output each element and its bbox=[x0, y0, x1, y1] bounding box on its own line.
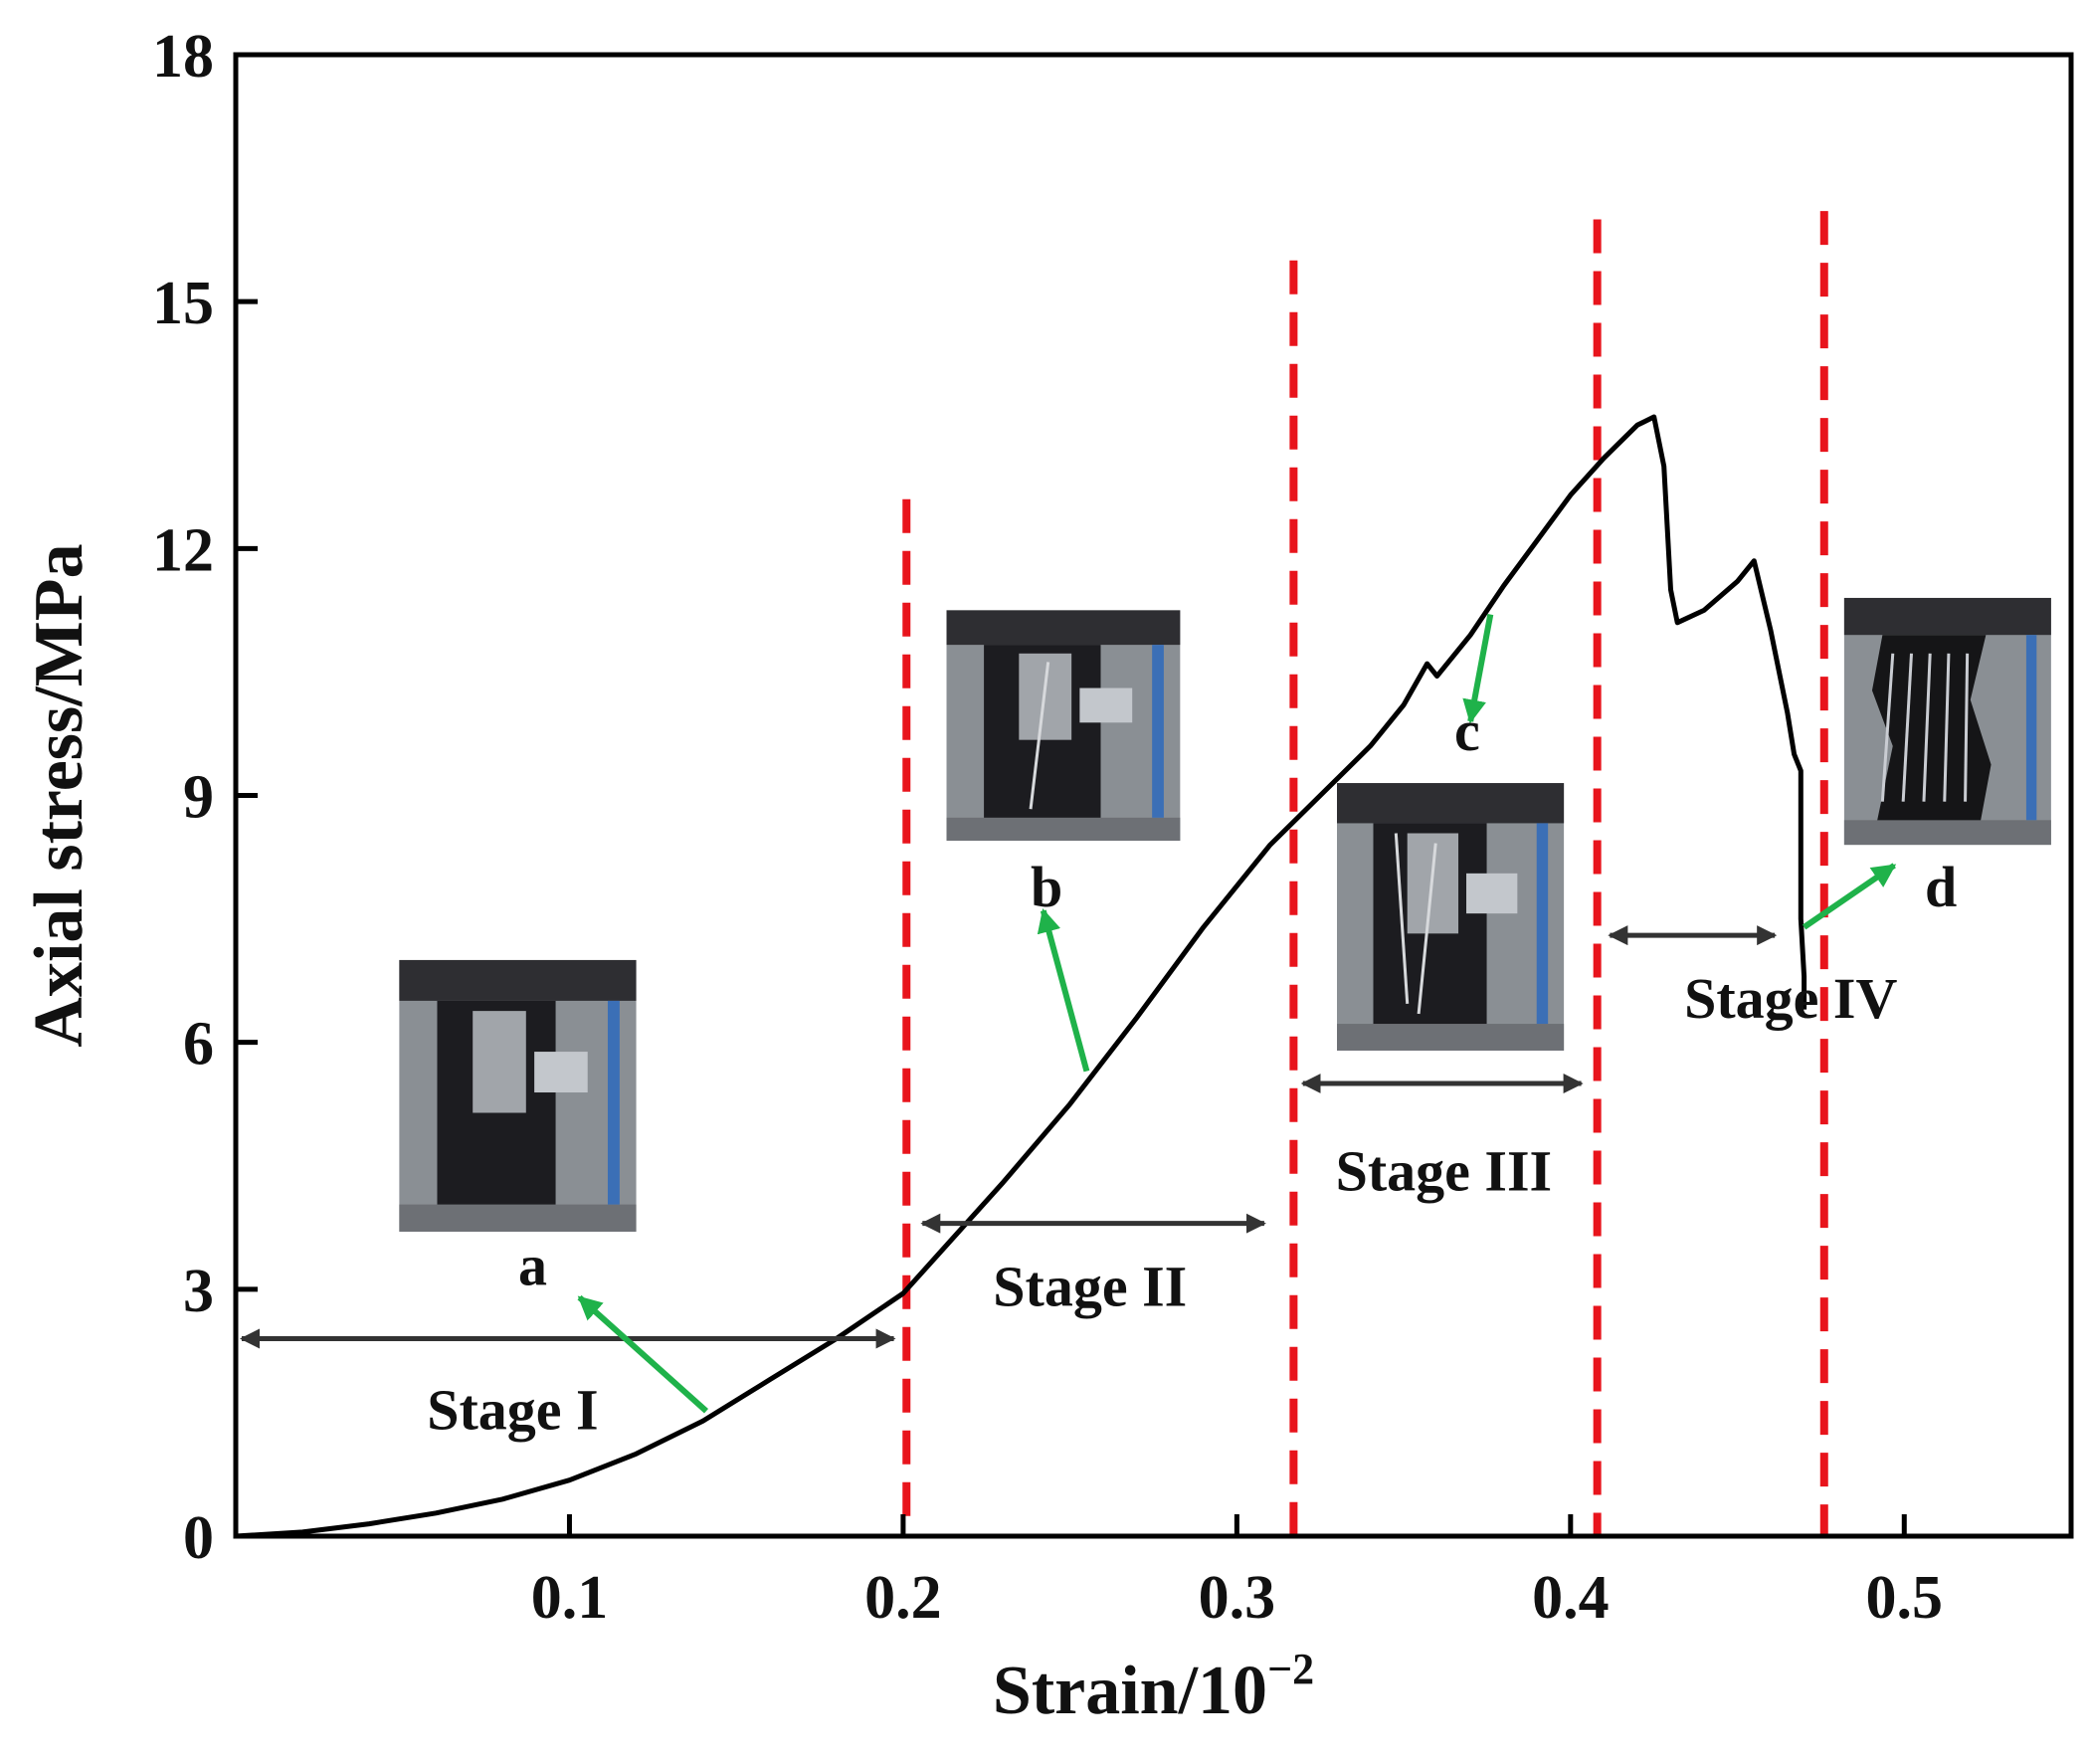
photo-label: c bbox=[1454, 698, 1480, 763]
stage-label: Stage I bbox=[427, 1377, 598, 1442]
photo-label: d bbox=[1925, 855, 1957, 919]
x-axis-title-exponent: −2 bbox=[1267, 1645, 1314, 1693]
extensometer bbox=[1466, 873, 1518, 914]
crack-line bbox=[1394, 833, 1410, 1004]
press-platen-top bbox=[399, 959, 637, 1001]
x-tick-label: 0.3 bbox=[1199, 1564, 1276, 1632]
press-platen-bottom bbox=[1337, 1024, 1565, 1051]
x-tick-label: 0.4 bbox=[1532, 1564, 1610, 1632]
fracture-crack bbox=[1922, 653, 1932, 802]
photo-label: b bbox=[1031, 855, 1062, 919]
stress-strain-curve bbox=[235, 414, 1807, 1539]
photo-label: a bbox=[518, 1234, 547, 1298]
x-tick-label: 0.5 bbox=[1866, 1564, 1944, 1632]
x-tick-label: 0.2 bbox=[864, 1564, 942, 1632]
press-platen-bottom bbox=[399, 1204, 637, 1232]
y-axis-title: Axial stress/MPa bbox=[21, 543, 97, 1047]
frame-post bbox=[1152, 645, 1164, 818]
press-platen-top bbox=[1337, 783, 1565, 824]
crack-line bbox=[1417, 843, 1437, 1015]
annotation-arrow bbox=[577, 1294, 708, 1414]
annotation-arrow bbox=[1462, 613, 1494, 724]
y-tick-label: 18 bbox=[152, 23, 214, 91]
frame-post bbox=[1536, 823, 1549, 1025]
stage-label: Stage II bbox=[993, 1254, 1187, 1318]
photo-a bbox=[399, 959, 637, 1232]
fracture-crack bbox=[1964, 653, 1970, 802]
x-axis-title-base: Strain/10 bbox=[993, 1653, 1267, 1729]
y-tick-label: 12 bbox=[152, 516, 214, 584]
frame-post bbox=[2025, 635, 2037, 821]
photo-d bbox=[1843, 597, 2051, 846]
stage-label: Stage IV bbox=[1684, 966, 1897, 1031]
crack-line bbox=[1029, 662, 1050, 810]
strain-gauge-foil bbox=[473, 1011, 526, 1113]
y-tick-label: 6 bbox=[183, 1011, 214, 1078]
x-axis-title: Strain/10−2 bbox=[993, 1645, 1314, 1729]
y-tick-label: 9 bbox=[183, 764, 214, 832]
frame-post bbox=[607, 1000, 620, 1205]
extensometer bbox=[534, 1052, 588, 1093]
y-tick-label: 3 bbox=[183, 1258, 214, 1325]
y-tick-label: 15 bbox=[152, 270, 214, 337]
photo-b bbox=[946, 610, 1181, 841]
press-platen-top bbox=[946, 610, 1181, 646]
x-tick-label: 0.1 bbox=[531, 1564, 609, 1632]
extensometer bbox=[1079, 687, 1133, 723]
press-platen-bottom bbox=[1843, 820, 2051, 846]
fractured-specimen bbox=[1871, 635, 1992, 821]
y-tick-label: 0 bbox=[183, 1504, 214, 1572]
fracture-crack bbox=[1880, 653, 1895, 802]
stage-label: Stage III bbox=[1336, 1139, 1553, 1204]
annotation-arrow bbox=[1037, 907, 1090, 1073]
fracture-crack bbox=[1943, 653, 1951, 802]
annotation-arrow bbox=[1802, 863, 1897, 930]
photo-c bbox=[1337, 783, 1565, 1051]
press-platen-bottom bbox=[946, 817, 1181, 841]
fracture-crack bbox=[1901, 653, 1913, 802]
press-platen-top bbox=[1843, 597, 2051, 636]
